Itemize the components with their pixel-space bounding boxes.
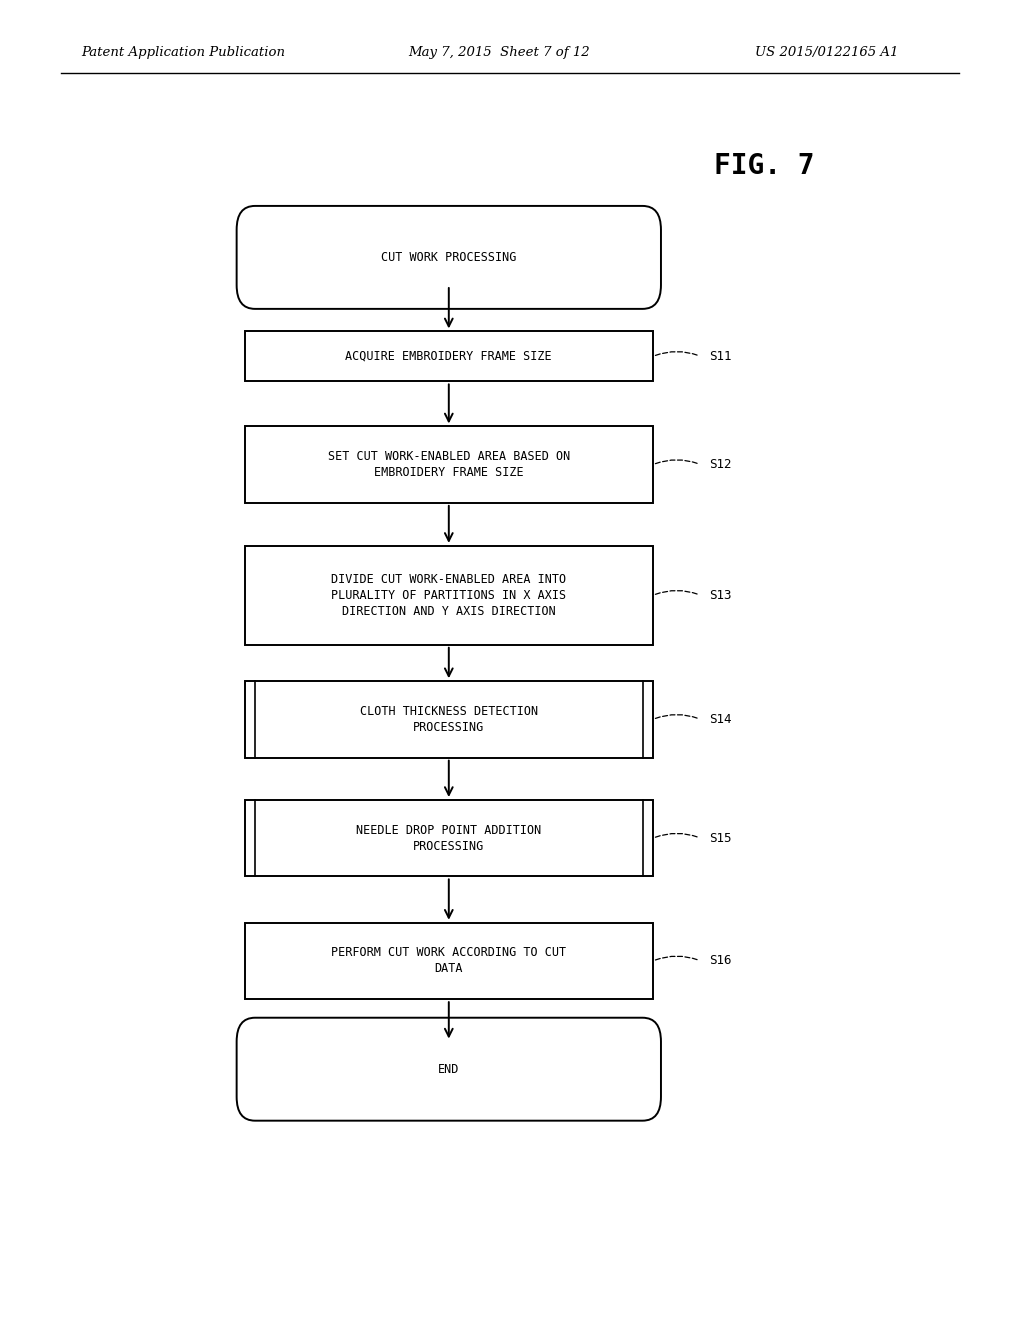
Text: US 2015/0122165 A1: US 2015/0122165 A1 xyxy=(754,46,898,59)
Bar xyxy=(245,681,652,758)
Text: CUT WORK PROCESSING: CUT WORK PROCESSING xyxy=(381,251,516,264)
Text: Patent Application Publication: Patent Application Publication xyxy=(82,46,285,59)
Bar xyxy=(245,426,652,503)
Text: ACQUIRE EMBROIDERY FRAME SIZE: ACQUIRE EMBROIDERY FRAME SIZE xyxy=(345,350,551,363)
Text: CLOTH THICKNESS DETECTION
PROCESSING: CLOTH THICKNESS DETECTION PROCESSING xyxy=(360,705,537,734)
Text: S15: S15 xyxy=(708,832,731,845)
Text: END: END xyxy=(438,1063,459,1076)
Text: S13: S13 xyxy=(708,589,731,602)
Text: DIVIDE CUT WORK-ENABLED AREA INTO
PLURALITY OF PARTITIONS IN X AXIS
DIRECTION AN: DIVIDE CUT WORK-ENABLED AREA INTO PLURAL… xyxy=(331,573,566,618)
Text: NEEDLE DROP POINT ADDITION
PROCESSING: NEEDLE DROP POINT ADDITION PROCESSING xyxy=(356,824,541,853)
Text: FIG. 7: FIG. 7 xyxy=(713,152,814,180)
Bar xyxy=(245,546,652,644)
Bar xyxy=(245,800,652,876)
Text: SET CUT WORK-ENABLED AREA BASED ON
EMBROIDERY FRAME SIZE: SET CUT WORK-ENABLED AREA BASED ON EMBRO… xyxy=(327,450,570,479)
Text: PERFORM CUT WORK ACCORDING TO CUT
DATA: PERFORM CUT WORK ACCORDING TO CUT DATA xyxy=(331,946,566,975)
FancyBboxPatch shape xyxy=(236,206,660,309)
Bar xyxy=(245,923,652,999)
Text: S12: S12 xyxy=(708,458,731,471)
FancyBboxPatch shape xyxy=(236,1018,660,1121)
Text: S16: S16 xyxy=(708,954,731,968)
Bar xyxy=(245,331,652,381)
Text: May 7, 2015  Sheet 7 of 12: May 7, 2015 Sheet 7 of 12 xyxy=(408,46,589,59)
Text: S14: S14 xyxy=(708,713,731,726)
Text: S11: S11 xyxy=(708,350,731,363)
